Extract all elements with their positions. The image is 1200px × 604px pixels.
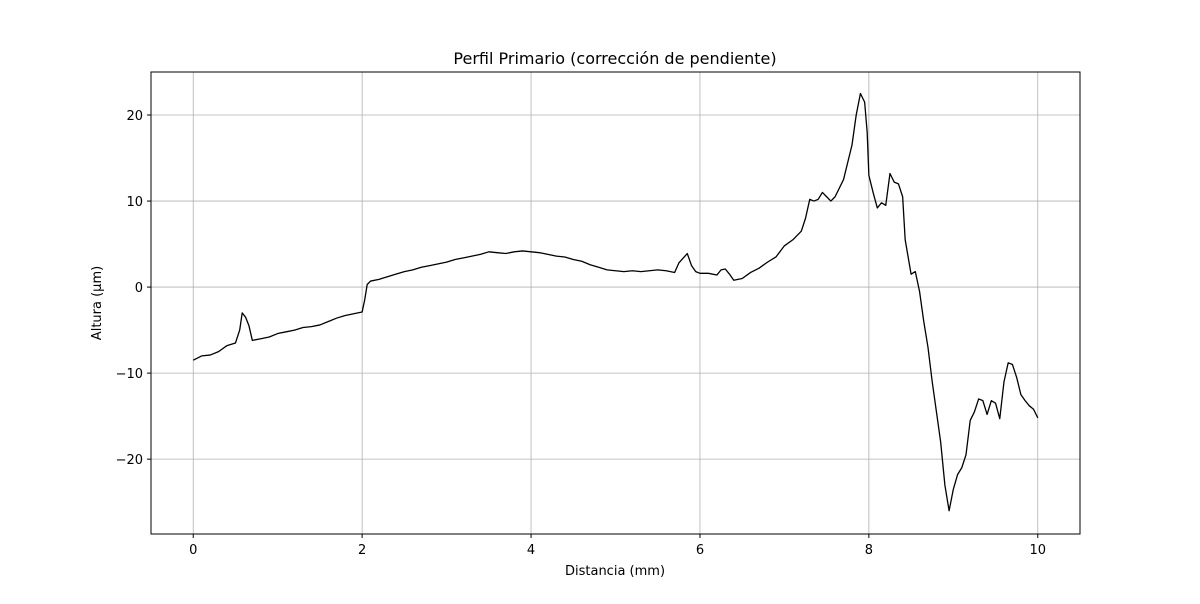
x-tick-label: 4 xyxy=(527,543,535,558)
x-tick-label: 8 xyxy=(865,543,873,558)
y-tick-label: −10 xyxy=(116,367,143,382)
chart-title: Perfil Primario (corrección de pendiente… xyxy=(453,49,776,68)
plot-frame xyxy=(150,71,1081,535)
y-tick-label: 0 xyxy=(135,281,143,296)
x-axis-label: Distancia (mm) xyxy=(565,564,665,579)
x-tick-label: 2 xyxy=(358,543,366,558)
x-tick-label: 10 xyxy=(1029,543,1046,558)
x-tick-label: 6 xyxy=(696,543,704,558)
y-tick-label: 10 xyxy=(126,195,143,210)
y-axis-label: Altura (µm) xyxy=(90,266,105,340)
x-tick-label: 0 xyxy=(189,543,197,558)
y-tick-label: 20 xyxy=(126,109,143,124)
profile-line xyxy=(192,92,1039,512)
y-tick-label: −20 xyxy=(116,453,143,468)
